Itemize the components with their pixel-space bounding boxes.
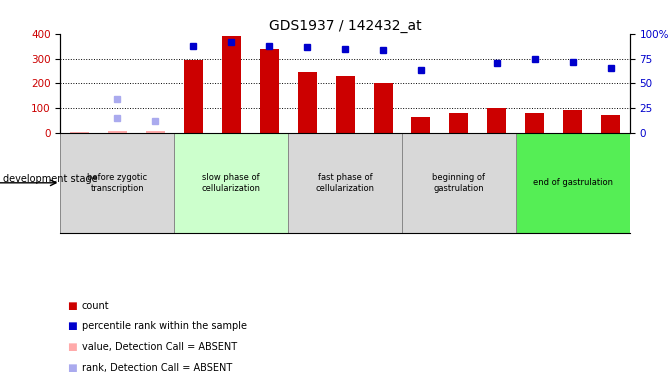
Bar [70, 132, 88, 133]
Bar [411, 117, 431, 133]
Bar [602, 115, 620, 133]
Bar [488, 108, 507, 133]
Bar [260, 49, 279, 133]
Text: fast phase of
cellularization: fast phase of cellularization [316, 173, 375, 192]
Bar [516, 133, 630, 232]
Bar [402, 133, 516, 232]
Bar [525, 113, 544, 133]
Text: slow phase of
cellularization: slow phase of cellularization [202, 173, 261, 192]
Bar [60, 133, 174, 232]
Bar [222, 36, 241, 133]
Bar [108, 131, 127, 133]
Text: ■: ■ [67, 363, 77, 372]
Bar [288, 133, 402, 232]
Text: ■: ■ [67, 301, 77, 310]
Title: GDS1937 / 142432_at: GDS1937 / 142432_at [269, 19, 421, 33]
Text: end of gastrulation: end of gastrulation [533, 178, 613, 188]
Text: ■: ■ [67, 342, 77, 352]
Bar [174, 133, 288, 232]
Text: value, Detection Call = ABSENT: value, Detection Call = ABSENT [82, 342, 237, 352]
Bar [336, 76, 354, 133]
Text: percentile rank within the sample: percentile rank within the sample [82, 321, 247, 331]
Text: ■: ■ [67, 321, 77, 331]
Bar [374, 83, 393, 133]
Text: beginning of
gastrulation: beginning of gastrulation [432, 173, 486, 192]
Text: rank, Detection Call = ABSENT: rank, Detection Call = ABSENT [82, 363, 232, 372]
Bar [297, 72, 317, 133]
Bar [184, 60, 203, 133]
Bar [450, 113, 468, 133]
Text: count: count [82, 301, 109, 310]
Text: development stage: development stage [3, 174, 98, 184]
Bar [563, 110, 582, 133]
Bar [146, 131, 165, 133]
Text: before zygotic
transcription: before zygotic transcription [87, 173, 147, 192]
